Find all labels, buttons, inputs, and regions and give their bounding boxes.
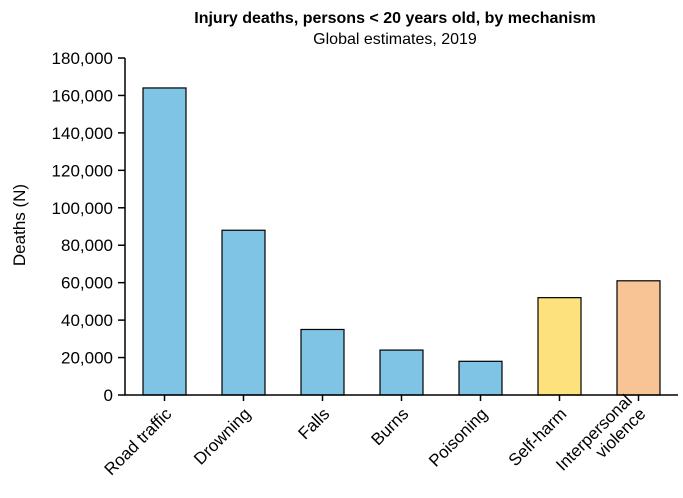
y-axis-label: Deaths (N) bbox=[10, 184, 29, 266]
bar-interpersonal-violence bbox=[616, 280, 661, 396]
bar-poisoning bbox=[458, 360, 503, 396]
chart-title: Injury deaths, persons < 20 years old, b… bbox=[194, 10, 596, 27]
bars bbox=[142, 87, 661, 396]
chart-subtitle: Global estimates, 2019 bbox=[313, 31, 477, 48]
y-tick-label: 60,000 bbox=[61, 274, 113, 293]
y-tick-label: 160,000 bbox=[52, 86, 113, 105]
y-tick-label: 80,000 bbox=[61, 236, 113, 255]
y-tick-label: 120,000 bbox=[52, 161, 113, 180]
y-tick-label: 180,000 bbox=[52, 49, 113, 68]
x-axis-labels: Road traffic Drowning Falls Burns Poisoning S… bbox=[101, 391, 650, 488]
x-tick-label: Interpersonalviolence bbox=[552, 391, 649, 488]
bar-drowning bbox=[221, 229, 266, 396]
bar-falls bbox=[300, 328, 345, 396]
bar-self-harm bbox=[537, 297, 582, 396]
axes bbox=[124, 58, 678, 396]
x-tick-label: Burns bbox=[367, 404, 412, 449]
bar-burns bbox=[379, 349, 424, 396]
y-tick-label: 0 bbox=[104, 386, 113, 405]
x-tick-label: Poisoning bbox=[425, 404, 491, 470]
y-tick-label: 140,000 bbox=[52, 124, 113, 143]
y-tick-label: 40,000 bbox=[61, 311, 113, 330]
y-axis-ticks: 0 20,000 40,000 60,000 80,000 100,000 120,000 1… bbox=[52, 49, 125, 405]
bar-road-traffic bbox=[142, 87, 187, 396]
y-tick-label: 100,000 bbox=[52, 199, 113, 218]
y-tick-label: 20,000 bbox=[61, 349, 113, 368]
x-tick-label: Falls bbox=[295, 404, 334, 443]
x-tick-label: Drowning bbox=[190, 404, 254, 468]
x-tick-label: Road traffic bbox=[101, 404, 176, 479]
